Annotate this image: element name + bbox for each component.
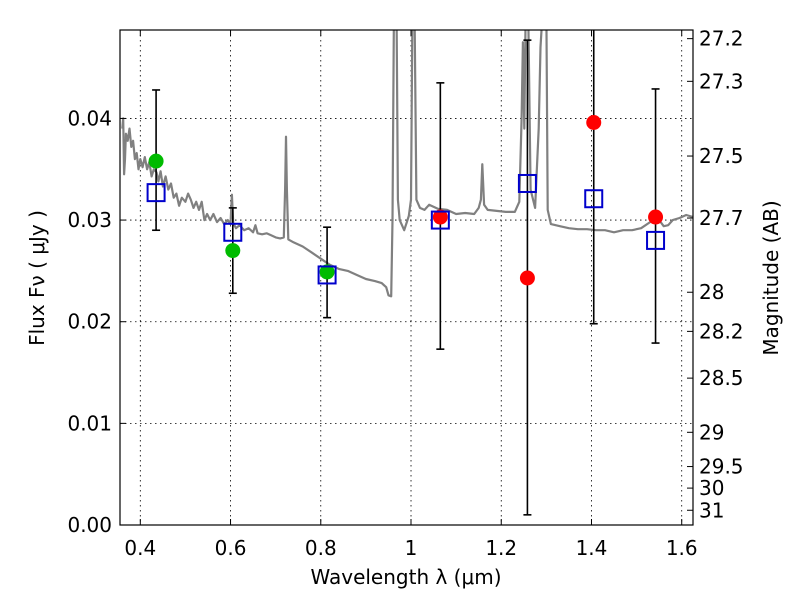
plot-frame: [119, 29, 694, 526]
x-tick-label: 0.4: [124, 536, 156, 560]
y-tick-label: 0.01: [67, 411, 112, 435]
model-photometry-square: [646, 230, 666, 250]
model-photometry-square: [317, 265, 337, 285]
model-photometry-square: [223, 222, 243, 242]
observed-point: [586, 114, 602, 130]
y-axis-label: Flux Fν ( μJy ): [25, 210, 49, 346]
y-tick-label: 0.04: [67, 106, 112, 130]
right-tick-label: 28.2: [699, 319, 744, 343]
right-tick-label: 30: [699, 476, 724, 500]
x-tick-label: 1: [405, 536, 418, 560]
observed-point: [519, 270, 535, 286]
model-photometry-square: [430, 210, 450, 230]
right-tick-label: 27.2: [699, 27, 744, 51]
y-tick-label: 0.02: [67, 310, 112, 334]
grid: [120, 30, 693, 526]
right-tick-label: 27.3: [699, 69, 744, 93]
x-tick-label: 1.2: [485, 536, 517, 560]
x-tick-label: 1.6: [666, 536, 698, 560]
model-photometry-square: [517, 173, 537, 193]
right-tick-label: 28.5: [699, 366, 744, 390]
axis-ticks: 0.4 0.6 0.8 1 1.2 1.4 1.6 0.00 0.01 0.02 0.03 0.04 2…: [67, 27, 743, 560]
observed-point: [648, 209, 664, 225]
x-tick-label: 0.6: [215, 536, 247, 560]
plot-area: [121, 30, 693, 516]
x-tick-label: 0.8: [305, 536, 337, 560]
model-photometry-square: [584, 189, 604, 209]
observed-point: [148, 153, 164, 169]
right-tick-label: 31: [699, 498, 724, 522]
right-tick-label: 29.5: [699, 455, 744, 479]
observed-point: [225, 243, 241, 259]
right-axis-label: Magnitude (AB): [759, 200, 783, 355]
right-tick-label: 27.5: [699, 144, 744, 168]
observed-point: [319, 264, 335, 280]
y-tick-label: 0.03: [67, 208, 112, 232]
right-tick-label: 29: [699, 420, 724, 444]
x-tick-label: 1.4: [576, 536, 608, 560]
model-spectrum-line: [121, 30, 693, 298]
right-tick-label: 28: [699, 280, 724, 304]
model-photometry-square: [146, 183, 166, 203]
y-tick-label: 0.00: [67, 513, 112, 537]
observed-point: [432, 209, 448, 225]
right-tick-label: 27.7: [699, 206, 744, 230]
x-axis-label: Wavelength λ (μm): [310, 565, 501, 589]
